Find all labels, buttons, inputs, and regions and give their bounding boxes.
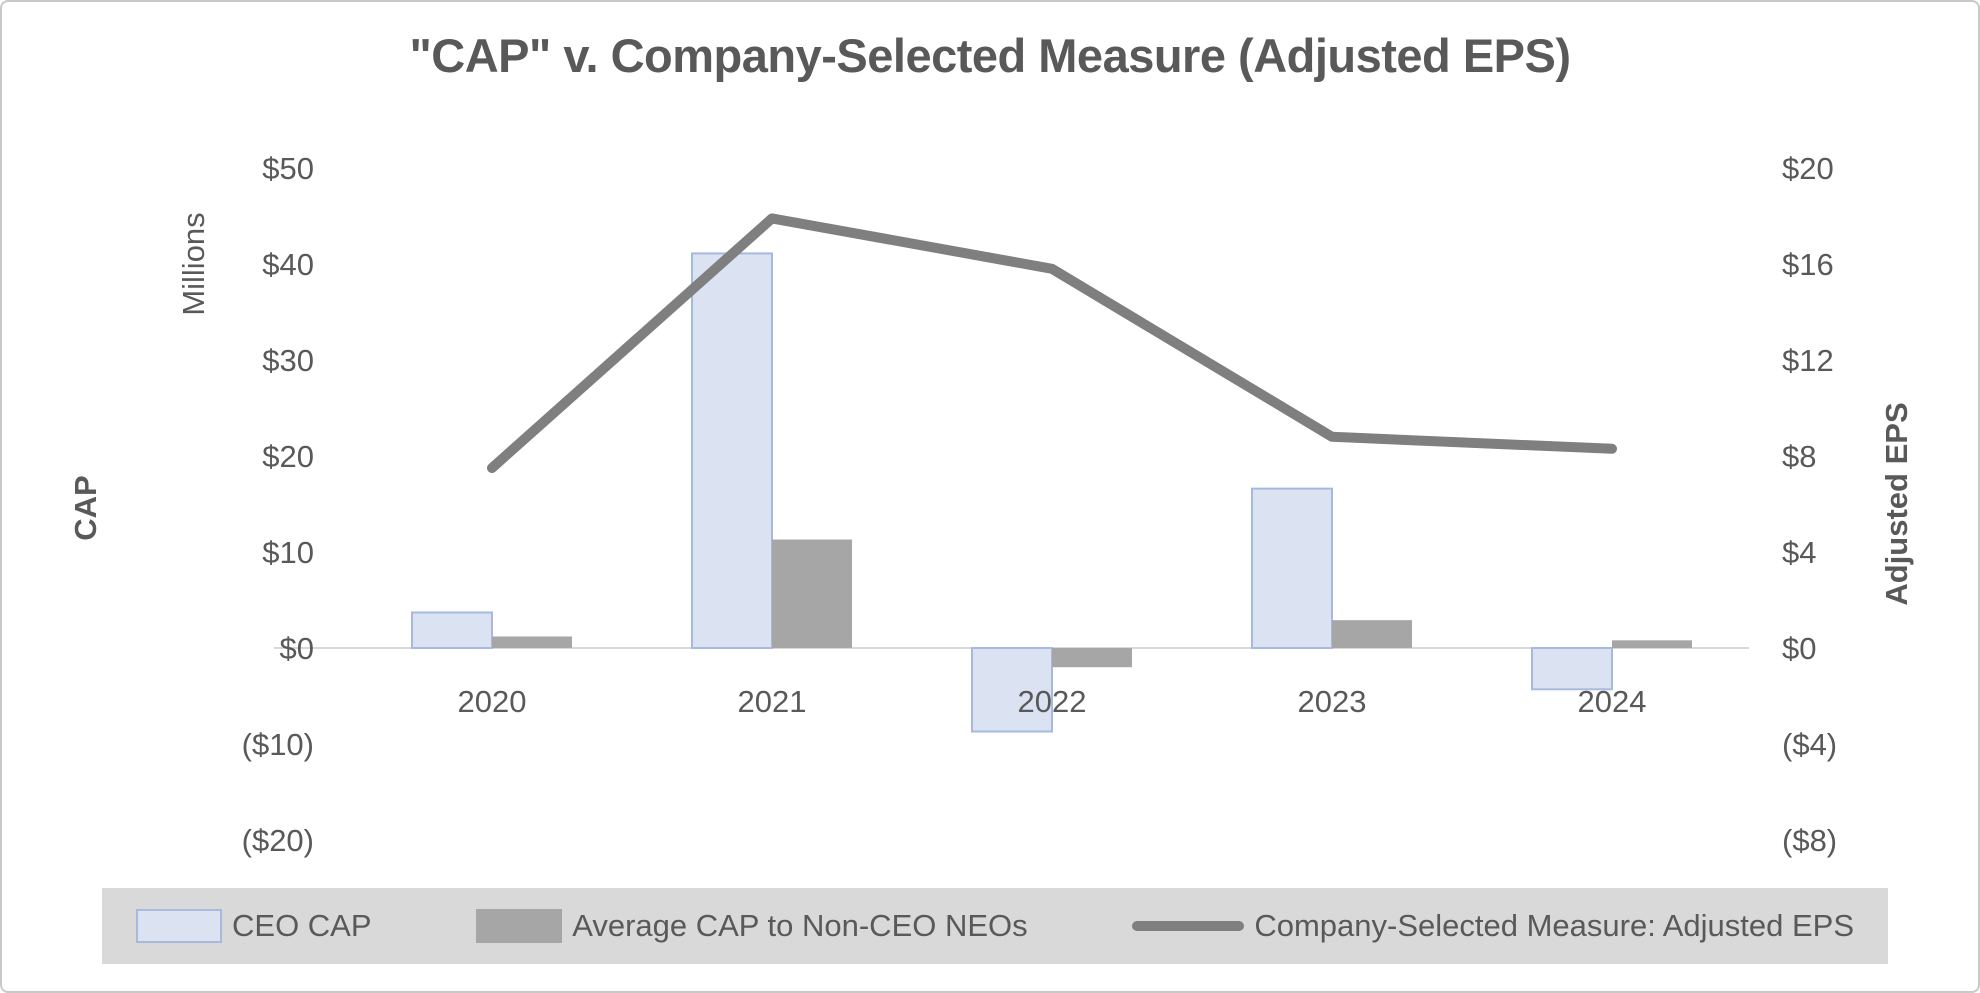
left-tick-2: $30 <box>262 343 314 378</box>
legend-item-ceo-cap: CEO CAP <box>136 908 372 944</box>
bar-ceo-cap-2023 <box>1251 487 1333 650</box>
legend-item-adjusted-eps: Company-Selected Measure: Adjusted EPS <box>1132 908 1854 944</box>
ceo-cap-swatch <box>136 909 222 943</box>
legend-label-avg-cap: Average CAP to Non-CEO NEOs <box>572 908 1028 943</box>
legend-item-avg-cap: Average CAP to Non-CEO NEOs <box>476 908 1028 944</box>
left-tick-7: ($20) <box>242 823 314 858</box>
bar-ceo-cap-2021 <box>691 252 773 649</box>
x-label-2022: 2022 <box>1018 684 1087 719</box>
avg-cap-swatch <box>476 909 563 943</box>
left-tick-5: $0 <box>280 631 314 666</box>
bar-avg-cap-2021 <box>772 539 852 648</box>
right-tick-2: $12 <box>1782 343 1834 378</box>
bar-ceo-cap-2020 <box>411 611 493 649</box>
left-tick-3: $20 <box>262 439 314 474</box>
x-label-2024: 2024 <box>1578 684 1647 719</box>
x-label-2020: 2020 <box>458 684 527 719</box>
x-label-2021: 2021 <box>738 684 807 719</box>
bar-avg-cap-2023 <box>1332 620 1412 648</box>
right-tick-4: $4 <box>1782 535 1816 570</box>
adjusted-eps-line-swatch <box>1132 921 1245 931</box>
bar-ceo-cap-2024 <box>1531 647 1613 691</box>
chart-title: "CAP" v. Company-Selected Measure (Adjus… <box>409 29 1571 82</box>
right-tick-1: $16 <box>1782 247 1834 282</box>
right-tick-6: ($4) <box>1782 727 1837 762</box>
left-tick-4: $10 <box>262 535 314 570</box>
legend-label-adjusted-eps: Company-Selected Measure: Adjusted EPS <box>1254 908 1854 943</box>
x-label-2023: 2023 <box>1298 684 1367 719</box>
bar-avg-cap-2020 <box>492 636 572 648</box>
left-tick-6: ($10) <box>242 727 314 762</box>
right-tick-0: $20 <box>1782 151 1834 186</box>
bar-ceo-cap-2022 <box>971 647 1053 733</box>
right-tick-3: $8 <box>1782 439 1816 474</box>
left-tick-0: $50 <box>262 151 314 186</box>
bar-avg-cap-2022 <box>1052 648 1132 668</box>
right-tick-5: $0 <box>1782 631 1816 666</box>
right-tick-7: ($8) <box>1782 823 1837 858</box>
bar-avg-cap-2024 <box>1612 640 1692 648</box>
left-tick-1: $40 <box>262 247 314 282</box>
legend-label-ceo-cap: CEO CAP <box>232 908 372 943</box>
legend: CEO CAP Average CAP to Non-CEO NEOs Comp… <box>102 888 1888 964</box>
adjusted-eps-line <box>487 213 1617 473</box>
